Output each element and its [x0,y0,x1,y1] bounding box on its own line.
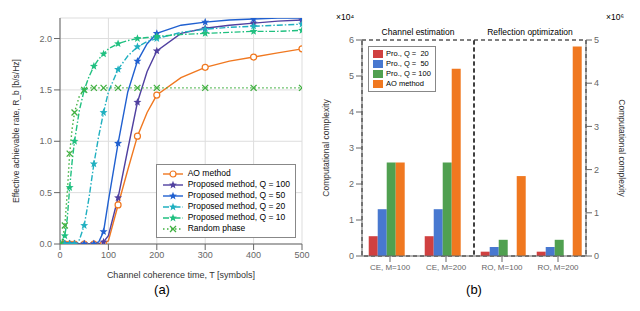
svg-text:500: 500 [294,250,309,260]
svg-text:CE, M=100: CE, M=100 [370,263,411,272]
svg-text:0: 0 [349,251,354,261]
html-text:Proposed method, Q = 10: Proposed method, Q = 10 [187,212,286,222]
svg-text:RO, M=200: RO, M=200 [537,263,579,272]
svg-text:4: 4 [594,78,599,88]
html-text:Pro., Q = 20: Pro., Q = 20 [386,49,429,58]
svg-text:2: 2 [594,165,599,175]
svg-text:0: 0 [57,250,62,260]
svg-text:5: 5 [349,71,354,81]
svg-text:1.5: 1.5 [39,85,52,95]
svg-text:2.0: 2.0 [39,34,52,44]
html-text:AO method: AO method [386,79,424,88]
svg-text:0.5: 0.5 [39,188,52,198]
svg-text:5: 5 [594,35,599,45]
svg-text:3: 3 [349,143,354,153]
html-text:Random phase: Random phase [187,223,246,233]
html-text:Proposed method, Q = 20: Proposed method, Q = 20 [187,201,286,211]
svg-text:0.0: 0.0 [39,239,52,249]
svg-text:200: 200 [149,250,164,260]
svg-text:Channel estimation: Channel estimation [382,27,455,37]
svg-text:Channel coherence time, T [sym: Channel coherence time, T [symbols] [107,270,255,280]
svg-text:6: 6 [349,35,354,45]
html-text:×10⁶: ×10⁶ [606,12,624,22]
svg-text:4: 4 [349,107,354,117]
html-text:Pro., Q = 50: Pro., Q = 50 [386,59,429,68]
svg-text:3: 3 [594,122,599,132]
html-text:(b): (b) [466,282,482,297]
svg-text:CE, M=200: CE, M=200 [426,263,467,272]
html-text:Proposed method, Q = 50: Proposed method, Q = 50 [187,190,286,200]
svg-text:1: 1 [349,215,354,225]
svg-text:100: 100 [101,250,116,260]
svg-text:Computational complexity: Computational complexity [617,99,627,197]
html-text:AO method: AO method [187,168,231,178]
svg-text:Effective achievable rate, R_b: Effective achievable rate, R_b [b/s/Hz] [11,59,21,203]
svg-text:Reflection optimization: Reflection optimization [487,27,573,37]
svg-text:1.0: 1.0 [39,136,52,146]
html-text:Proposed method, Q = 100: Proposed method, Q = 100 [187,179,290,189]
svg-text:RO, M=100: RO, M=100 [481,263,523,272]
html-text:(a): (a) [154,282,170,297]
svg-text:300: 300 [198,250,213,260]
svg-text:2: 2 [349,179,354,189]
svg-text:400: 400 [246,250,261,260]
html-text:×10⁴: ×10⁴ [336,12,355,22]
svg-text:0: 0 [594,251,599,261]
svg-text:1: 1 [594,208,599,218]
html-text:Pro., Q = 100: Pro., Q = 100 [386,69,431,78]
svg-text:Computational complexity: Computational complexity [321,99,331,197]
